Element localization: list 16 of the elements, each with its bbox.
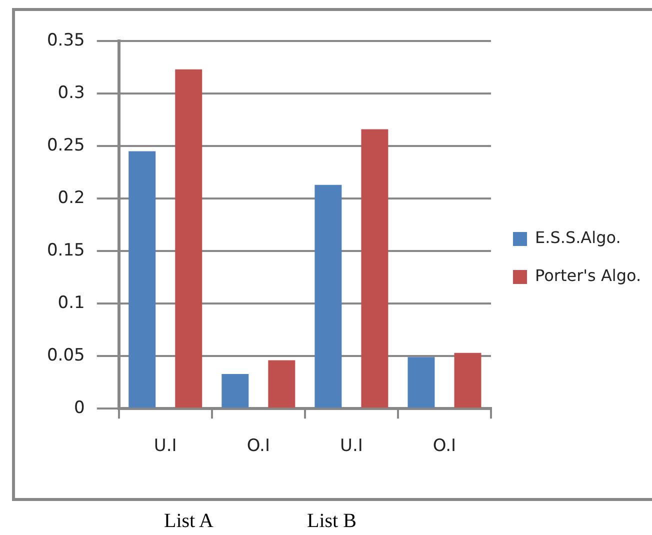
y-tick-label: 0	[74, 398, 85, 418]
x-tick-label: U.I	[154, 436, 177, 456]
x-tick-label: O.I	[432, 436, 456, 456]
y-tick-label: 0.15	[46, 240, 85, 260]
legend-label: E.S.S.Algo.	[535, 228, 621, 248]
y-tick-label: 0.1	[58, 292, 85, 313]
x-tick-label: O.I	[246, 436, 270, 456]
text: List B	[307, 510, 356, 533]
y-tick-label: 0.25	[46, 135, 85, 156]
text: List A	[164, 510, 214, 533]
y-tick-label: 0.05	[46, 346, 85, 366]
legend-label: Porter's Algo.	[535, 266, 642, 286]
y-tick-label: 0.3	[58, 82, 85, 103]
x-tick-label: U.I	[340, 436, 363, 456]
y-tick-label: 0.2	[58, 188, 85, 208]
y-tick-label: 0.35	[46, 30, 85, 50]
